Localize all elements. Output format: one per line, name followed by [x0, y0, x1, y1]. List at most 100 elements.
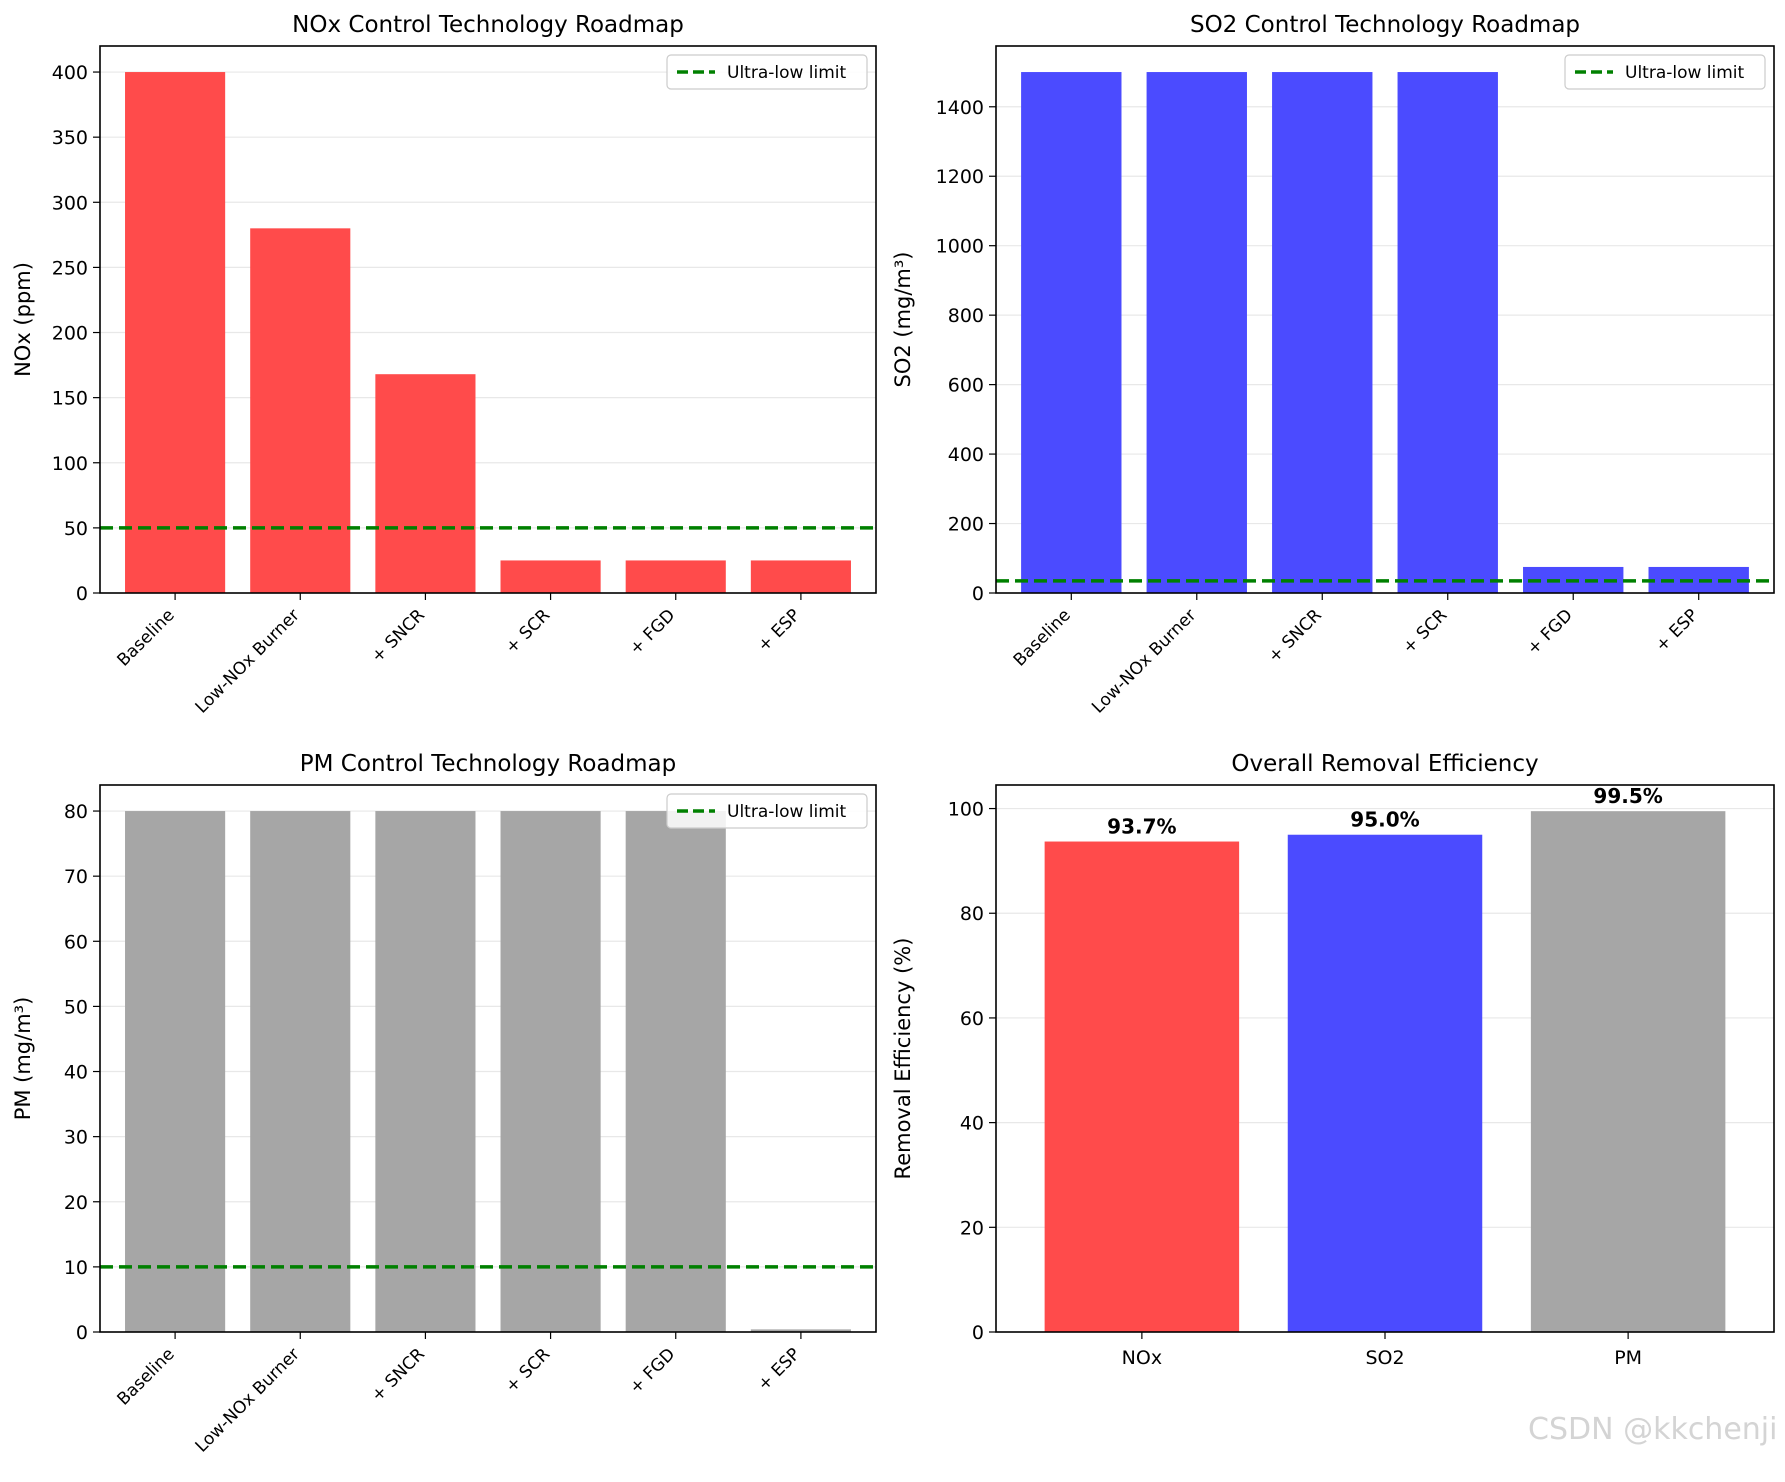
legend: Ultra-low limit	[666, 54, 868, 90]
y-tick-label: 30	[64, 1127, 88, 1149]
y-tick-label: 0	[76, 583, 88, 605]
y-tick-label: 50	[64, 518, 88, 540]
axes-frame	[995, 784, 1775, 1333]
x-tick-label: + SNCR	[1264, 605, 1326, 667]
bar	[1272, 72, 1373, 594]
x-tick-label: + SNCR	[368, 605, 430, 667]
bar	[500, 560, 601, 593]
bar	[625, 811, 726, 1332]
y-tick-label: 250	[52, 257, 88, 279]
x-tick-label: + SCR	[502, 605, 555, 658]
x-tick-label: + FGD	[626, 1344, 680, 1398]
x-tick-label: + ESP	[754, 605, 805, 656]
chart-4: Overall Removal Efficiency 0 20 40 60 80 100 93…	[891, 751, 1775, 1369]
x-tick-label: Low-NOx Burner	[192, 605, 304, 717]
axes-frame	[99, 45, 877, 594]
y-tick-label: 1000	[936, 236, 984, 258]
watermark: CSDN @kkchenji	[1528, 1412, 1778, 1447]
legend-box	[1564, 54, 1766, 90]
x-tick-label: Baseline	[1010, 605, 1075, 670]
y-tick-label: 0	[972, 583, 984, 605]
bar	[750, 1329, 851, 1332]
y-tick-label: 20	[64, 1192, 88, 1214]
y-tick-label: 800	[948, 305, 984, 327]
y-tick-label: 300	[52, 192, 88, 214]
y-tick-label: 40	[960, 1113, 984, 1135]
y-tick-label: 60	[960, 1008, 984, 1030]
bar	[125, 811, 226, 1332]
bar	[1530, 811, 1726, 1332]
bar	[375, 811, 476, 1332]
x-tick-label: NOx	[1122, 1347, 1162, 1369]
y-tick-label: 100	[52, 453, 88, 475]
x-tick-label: + SCR	[502, 1344, 555, 1397]
bar	[1044, 841, 1240, 1332]
x-tick-label: Low-NOx Burner	[1088, 605, 1200, 717]
y-tick-label: 1200	[936, 166, 984, 188]
bar	[375, 374, 476, 593]
bar	[1287, 834, 1483, 1332]
y-tick-label: 20	[960, 1217, 984, 1239]
bar	[1397, 72, 1498, 594]
y-tick-label: 200	[52, 323, 88, 345]
y-tick-label: 200	[948, 514, 984, 536]
y-axis-label: Removal Efficiency (%)	[891, 938, 915, 1180]
x-tick-label: + ESP	[754, 1344, 805, 1395]
legend: Ultra-low limit	[1564, 54, 1766, 90]
y-tick-label: 60	[64, 931, 88, 953]
chart-title: NOx Control Technology Roadmap	[292, 12, 684, 38]
bar	[1146, 72, 1247, 594]
chart-title: PM Control Technology Roadmap	[300, 751, 676, 777]
y-tick-label: 400	[948, 444, 984, 466]
bar	[250, 811, 351, 1332]
bar	[250, 228, 351, 594]
y-tick-label: 50	[64, 996, 88, 1018]
x-tick-label: Baseline	[114, 1344, 179, 1409]
x-tick-label: + SNCR	[368, 1344, 430, 1406]
legend: Ultra-low limit	[666, 793, 868, 829]
y-tick-label: 80	[960, 903, 984, 925]
bar	[750, 560, 851, 593]
x-tick-label: SO2	[1365, 1347, 1404, 1369]
legend-label: Ultra-low limit	[727, 802, 847, 822]
y-tick-label: 1400	[936, 97, 984, 119]
y-tick-label: 150	[52, 388, 88, 410]
x-tick-label: Low-NOx Burner	[192, 1344, 304, 1456]
chart-2: SO2 Control Technology Roadmap 0 200 400 600…	[891, 12, 1775, 717]
y-axis-label: NOx (ppm)	[11, 262, 35, 377]
data-label: 99.5%	[1593, 784, 1662, 808]
data-label: 95.0%	[1350, 808, 1419, 832]
chart-title: SO2 Control Technology Roadmap	[1190, 12, 1580, 38]
y-tick-label: 350	[52, 127, 88, 149]
y-tick-label: 70	[64, 866, 88, 888]
y-tick-label: 400	[52, 62, 88, 84]
y-tick-label: 100	[948, 799, 984, 821]
y-tick-label: 40	[64, 1062, 88, 1084]
bar	[1021, 72, 1122, 594]
chart-title: Overall Removal Efficiency	[1231, 751, 1538, 777]
x-tick-label: PM	[1614, 1347, 1642, 1369]
y-tick-label: 0	[76, 1322, 88, 1344]
legend-box	[666, 54, 868, 90]
x-tick-label: + FGD	[1523, 605, 1577, 659]
bar	[500, 811, 601, 1332]
bar	[625, 560, 726, 593]
x-tick-label: Baseline	[114, 605, 179, 670]
x-tick-label: + ESP	[1652, 605, 1703, 656]
y-axis-label: SO2 (mg/m³)	[891, 251, 915, 387]
bar	[125, 72, 226, 594]
legend-label: Ultra-low limit	[727, 63, 847, 83]
y-tick-label: 10	[64, 1257, 88, 1279]
legend-box	[666, 793, 868, 829]
legend-label: Ultra-low limit	[1625, 63, 1745, 83]
y-tick-label: 600	[948, 375, 984, 397]
chart-3: PM Control Technology Roadmap 0 10 20 30 40 50…	[11, 751, 877, 1456]
chart-1: NOx Control Technology Roadmap 0 50 100 150 2…	[11, 12, 877, 717]
data-label: 93.7%	[1107, 815, 1176, 839]
x-tick-label: + FGD	[626, 605, 680, 659]
x-tick-label: + SCR	[1399, 605, 1452, 658]
y-tick-label: 80	[64, 801, 88, 823]
y-axis-label: PM (mg/m³)	[11, 997, 35, 1121]
y-tick-label: 0	[972, 1322, 984, 1344]
